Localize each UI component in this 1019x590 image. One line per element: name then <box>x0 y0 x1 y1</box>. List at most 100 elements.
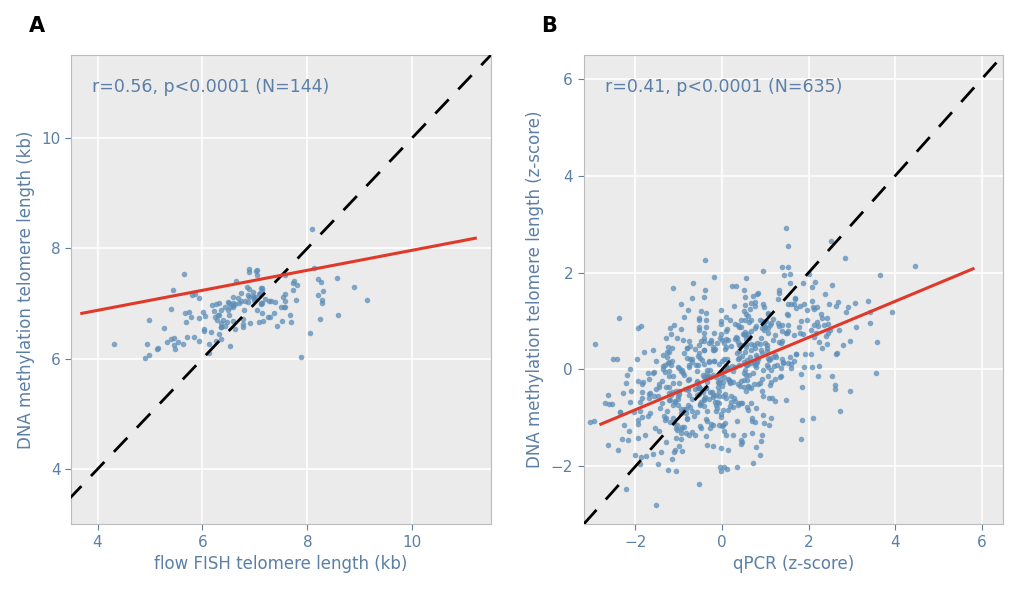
Point <box>310 290 326 300</box>
Point <box>689 376 705 386</box>
Point <box>183 290 200 299</box>
Point <box>210 310 226 319</box>
Point <box>671 386 687 396</box>
Point <box>712 466 729 476</box>
Point <box>181 307 198 316</box>
Point <box>273 317 289 326</box>
Point <box>788 303 804 313</box>
Point <box>807 329 823 338</box>
Point <box>690 383 706 392</box>
Point <box>733 376 749 385</box>
Point <box>639 368 655 378</box>
Point <box>650 427 666 436</box>
Point <box>721 401 738 411</box>
Point <box>664 447 681 457</box>
Point <box>752 436 768 445</box>
Point <box>766 374 783 384</box>
Point <box>646 423 662 432</box>
Point <box>675 368 691 378</box>
Point <box>698 407 714 416</box>
Point <box>803 283 819 292</box>
Point <box>150 343 166 352</box>
Point <box>165 286 181 295</box>
Point <box>658 348 675 357</box>
Point <box>707 390 723 399</box>
Point <box>689 360 705 370</box>
Point <box>688 408 704 417</box>
Point <box>711 412 728 422</box>
Point <box>234 314 251 324</box>
Point <box>672 366 688 376</box>
Point <box>739 381 755 391</box>
Point <box>722 341 739 350</box>
Point <box>224 299 240 308</box>
Point <box>762 377 779 386</box>
Point <box>847 322 863 332</box>
Point <box>217 303 233 312</box>
Point <box>669 362 686 372</box>
Point <box>623 386 639 396</box>
Point <box>695 328 711 337</box>
Point <box>705 345 721 355</box>
Point <box>265 308 281 317</box>
Point <box>809 321 825 330</box>
Point <box>771 372 788 381</box>
Point <box>773 354 790 363</box>
Point <box>660 366 677 376</box>
Point <box>671 363 687 373</box>
Point <box>783 300 799 309</box>
Point <box>717 312 734 322</box>
Point <box>720 378 737 387</box>
Point <box>759 329 775 338</box>
Point <box>782 278 798 287</box>
Point <box>779 309 795 319</box>
Point <box>802 326 818 335</box>
Point <box>710 360 727 369</box>
Point <box>758 360 774 369</box>
Point <box>745 458 761 467</box>
Point <box>821 325 838 335</box>
Point <box>762 319 779 328</box>
Point <box>262 312 278 322</box>
Point <box>740 333 756 342</box>
Point <box>749 354 765 363</box>
Point <box>732 316 748 325</box>
Point <box>713 356 730 366</box>
Point <box>669 394 686 404</box>
Point <box>733 440 749 449</box>
Point <box>234 322 251 332</box>
Point <box>733 398 749 407</box>
Point <box>731 340 747 350</box>
Point <box>676 404 692 413</box>
Text: r=0.56, p<0.0001 (N=144): r=0.56, p<0.0001 (N=144) <box>92 78 329 96</box>
Point <box>792 434 808 443</box>
Point <box>219 317 235 327</box>
Point <box>632 406 648 415</box>
Point <box>693 336 709 346</box>
Point <box>253 299 269 308</box>
Point <box>744 368 760 378</box>
Point <box>795 362 811 372</box>
Point <box>636 348 652 357</box>
Point <box>812 309 828 319</box>
Point <box>293 352 310 362</box>
Point <box>737 342 753 352</box>
Point <box>706 345 722 354</box>
Point <box>747 404 763 413</box>
Point <box>191 313 207 323</box>
Point <box>681 336 697 346</box>
Point <box>634 412 650 421</box>
Point <box>779 359 795 368</box>
Point <box>760 393 776 402</box>
Point <box>718 464 735 474</box>
Point <box>719 405 736 415</box>
Point <box>773 337 790 346</box>
Point <box>611 407 628 417</box>
Point <box>677 385 693 394</box>
Point <box>628 355 644 364</box>
Point <box>240 267 257 276</box>
Point <box>705 357 721 366</box>
Point <box>739 359 755 369</box>
Point <box>742 340 758 349</box>
Point <box>691 382 707 392</box>
